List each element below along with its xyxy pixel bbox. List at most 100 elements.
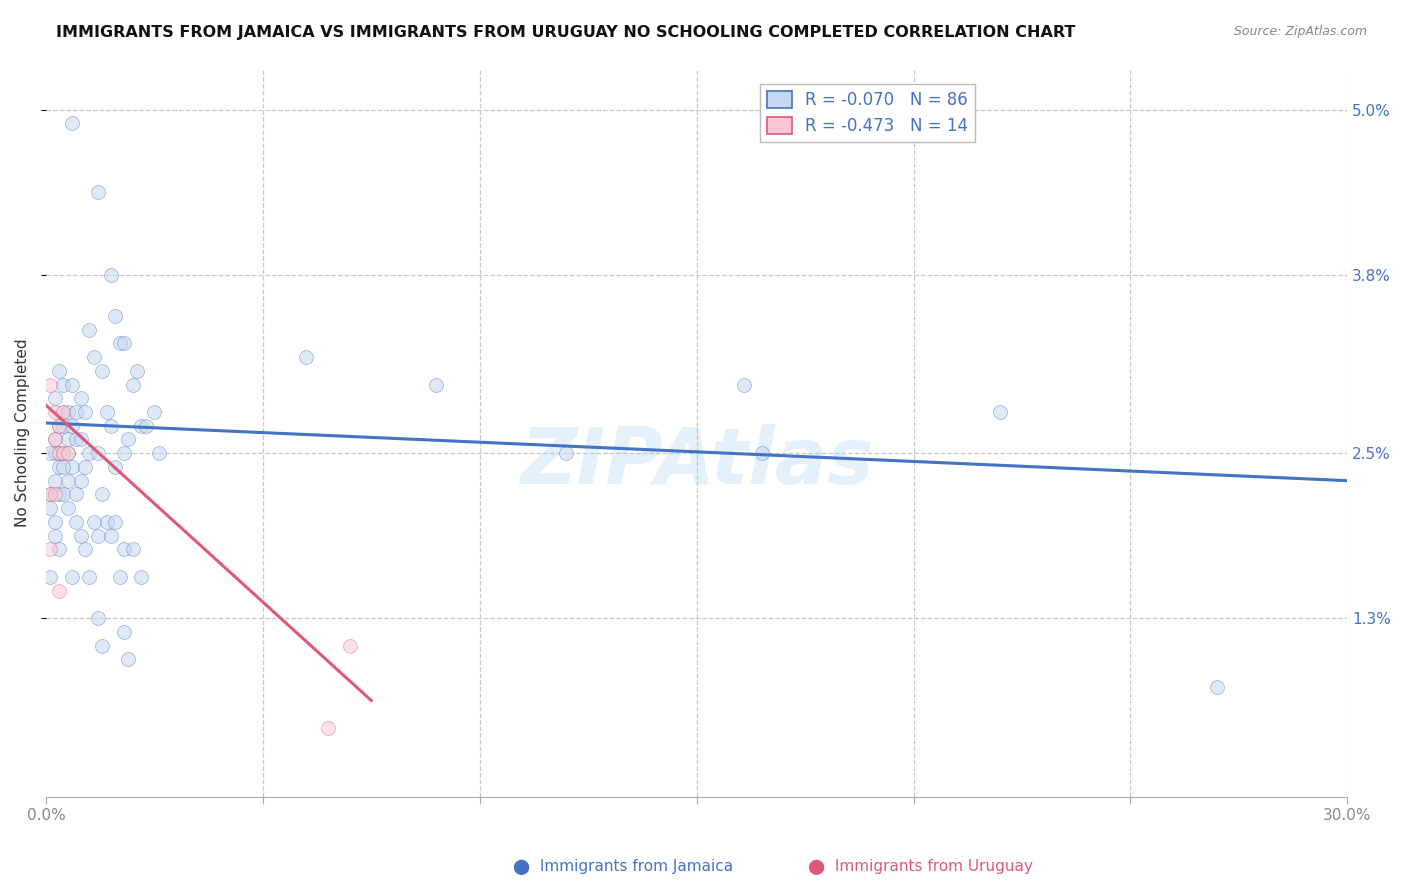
Point (87, 528, 110, 542)
Point (751, 446, 773, 460)
Point (79, 322, 101, 336)
Point (39, 446, 62, 460)
Text: ⬤  Immigrants from Jamaica: ⬤ Immigrants from Jamaica (513, 859, 734, 875)
Point (112, 336, 135, 351)
Point (117, 652, 139, 666)
Point (73, 542, 96, 557)
Point (83, 515, 105, 529)
Point (60, 570, 83, 584)
Point (39, 377, 62, 392)
Point (112, 542, 135, 557)
Point (108, 336, 131, 351)
Point (56, 446, 79, 460)
Point (52, 418, 75, 433)
Point (65, 515, 87, 529)
Point (52, 446, 75, 460)
Point (39, 570, 62, 584)
Point (69, 474, 91, 488)
Point (135, 418, 157, 433)
Text: ⬤  Immigrants from Uruguay: ⬤ Immigrants from Uruguay (808, 859, 1033, 875)
Point (988, 405, 1011, 419)
Point (1206, 680, 1229, 694)
Point (60, 418, 83, 433)
Point (112, 624, 135, 639)
Point (52, 459, 75, 474)
Point (52, 446, 75, 460)
Point (56, 474, 79, 488)
Point (44, 487, 66, 501)
Point (425, 377, 447, 392)
Point (48, 418, 70, 433)
Legend: R = -0.070   N = 86, R = -0.473   N = 14: R = -0.070 N = 86, R = -0.473 N = 14 (759, 84, 974, 142)
Point (339, 639, 361, 653)
Point (48, 487, 70, 501)
Point (56, 501, 79, 516)
Point (73, 405, 96, 419)
Point (44, 405, 66, 419)
Point (87, 185, 110, 199)
Point (91, 364, 114, 378)
Point (60, 377, 83, 392)
Text: IMMIGRANTS FROM JAMAICA VS IMMIGRANTS FROM URUGUAY NO SCHOOLING COMPLETED CORREL: IMMIGRANTS FROM JAMAICA VS IMMIGRANTS FR… (56, 25, 1076, 40)
Point (48, 542, 70, 557)
Point (39, 487, 62, 501)
Point (44, 391, 66, 405)
Point (48, 583, 70, 598)
Point (48, 446, 70, 460)
Point (108, 570, 131, 584)
Point (87, 611, 110, 625)
Point (112, 446, 135, 460)
Point (65, 487, 87, 501)
Point (121, 542, 143, 557)
Point (48, 418, 70, 433)
Point (295, 350, 318, 364)
Point (131, 570, 153, 584)
Point (56, 446, 79, 460)
Point (91, 639, 114, 653)
Point (48, 459, 70, 474)
Point (555, 446, 578, 460)
Point (60, 459, 83, 474)
Y-axis label: No Schooling Completed: No Schooling Completed (15, 338, 30, 527)
Point (73, 459, 96, 474)
Point (100, 418, 122, 433)
Point (56, 405, 79, 419)
Point (83, 350, 105, 364)
Point (143, 405, 166, 419)
Point (91, 487, 114, 501)
Point (52, 405, 75, 419)
Point (96, 515, 118, 529)
Point (733, 377, 755, 392)
Point (65, 405, 87, 419)
Point (131, 418, 153, 433)
Point (56, 433, 79, 447)
Point (48, 364, 70, 378)
Point (125, 364, 148, 378)
Point (69, 391, 91, 405)
Point (60, 116, 83, 130)
Point (52, 487, 75, 501)
Point (44, 474, 66, 488)
Point (52, 377, 75, 392)
Point (44, 433, 66, 447)
Point (96, 405, 118, 419)
Point (44, 433, 66, 447)
Point (69, 528, 91, 542)
Point (148, 446, 170, 460)
Point (100, 528, 122, 542)
Point (79, 446, 101, 460)
Point (39, 501, 62, 516)
Point (117, 433, 139, 447)
Point (100, 268, 122, 282)
Point (87, 446, 110, 460)
Text: Source: ZipAtlas.com: Source: ZipAtlas.com (1233, 25, 1367, 38)
Point (39, 487, 62, 501)
Point (104, 459, 127, 474)
Point (121, 377, 143, 392)
Point (65, 433, 87, 447)
Point (48, 446, 70, 460)
Point (52, 405, 75, 419)
Point (316, 721, 339, 735)
Point (44, 446, 66, 460)
Text: ZIPAtlas: ZIPAtlas (520, 424, 873, 500)
